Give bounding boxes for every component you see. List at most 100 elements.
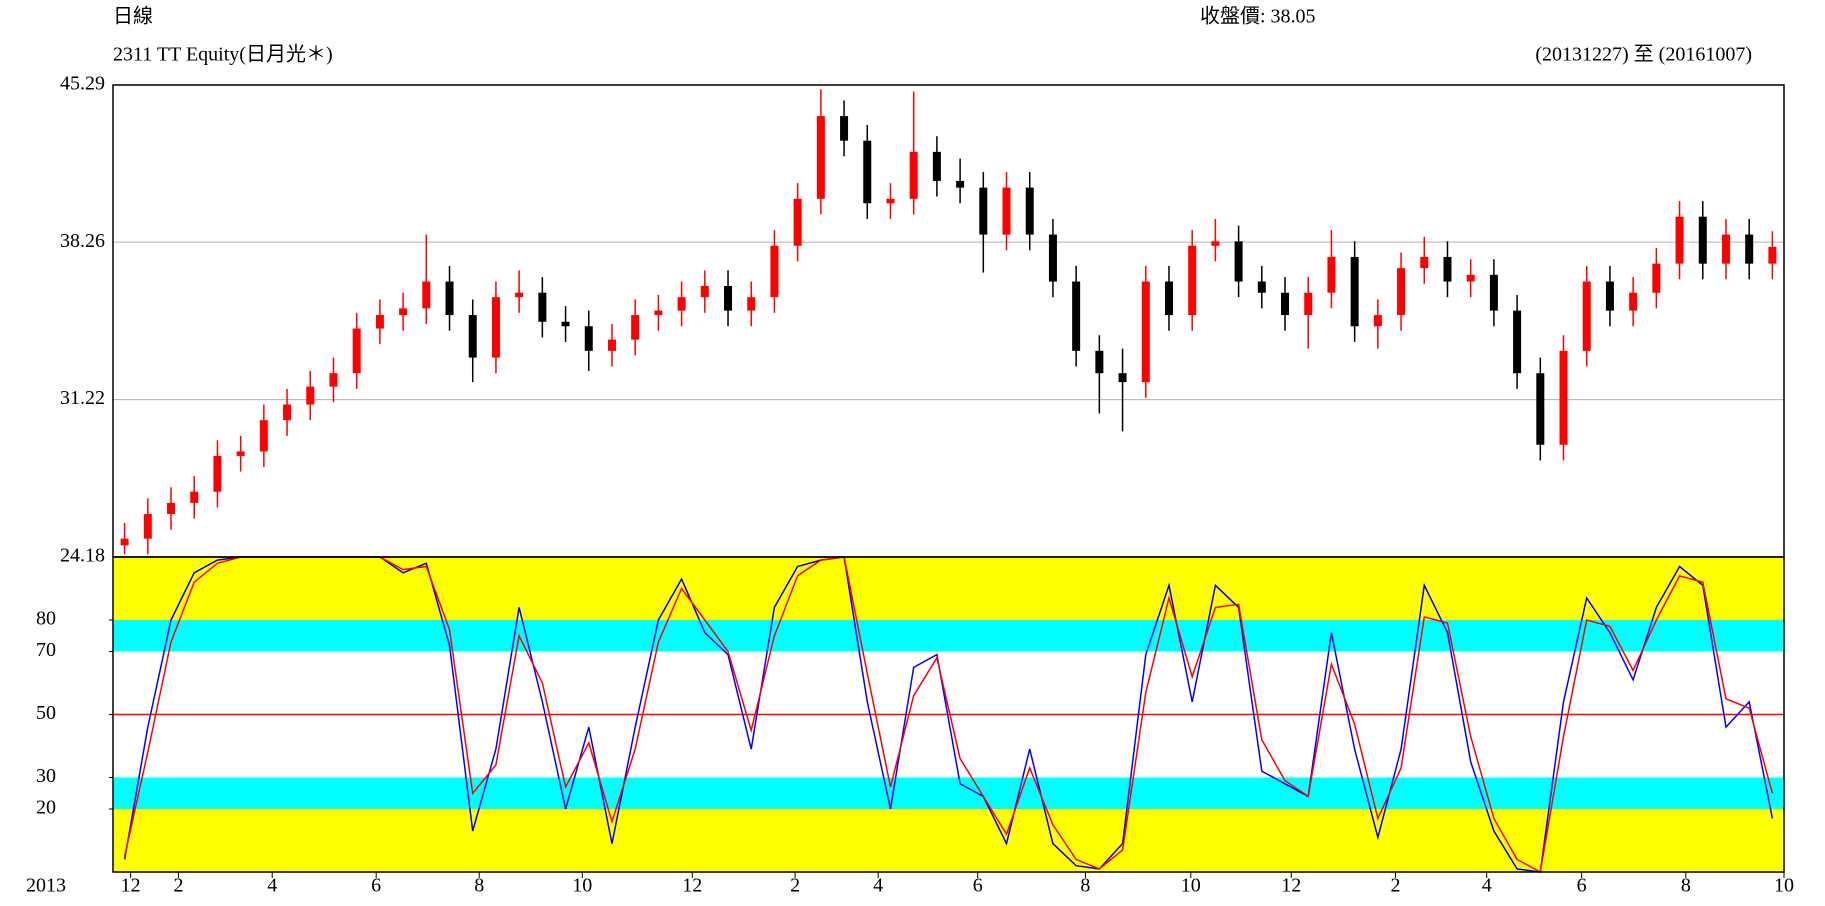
candle-body — [1072, 281, 1081, 351]
candle-body — [840, 116, 849, 141]
y-tick-label: 70 — [36, 639, 56, 661]
candle-body — [1605, 281, 1614, 311]
kd-line — [123, 556, 1774, 873]
candle-body — [491, 297, 500, 358]
candle-body — [259, 420, 268, 452]
candle-body — [816, 116, 825, 199]
chart-title: 2311 TT Equity(日月光＊) — [113, 43, 333, 66]
close-price: 收盤價: 38.05 — [1200, 5, 1316, 28]
candle-body — [329, 373, 338, 387]
candle-body — [654, 310, 663, 316]
kd-line — [123, 556, 1774, 874]
x-tick-label: 12 — [121, 875, 141, 897]
candle-body — [631, 315, 640, 340]
candle-body — [120, 538, 129, 546]
candle-body — [886, 198, 895, 204]
candle-body — [979, 187, 988, 235]
candle-body — [1350, 256, 1359, 327]
x-tick-label: 2 — [173, 875, 183, 897]
candle-body — [607, 339, 616, 351]
candle-body — [445, 281, 454, 316]
candle-body — [1002, 187, 1011, 235]
x-tick-label: 10 — [1774, 875, 1794, 897]
candle-body — [1443, 256, 1452, 282]
price-panel: 24.18 31.22 38.26 45.29 — [60, 73, 1785, 567]
x-tick-label: 6 — [1577, 875, 1587, 897]
x-tick-label: 4 — [1482, 875, 1492, 897]
y-tick-label: 31.22 — [60, 387, 105, 409]
x-tick-label: 8 — [1080, 875, 1090, 897]
candle-body — [1513, 310, 1522, 374]
candle-body — [1257, 281, 1266, 293]
candle-body — [1652, 263, 1661, 293]
candle-body — [283, 404, 292, 421]
y-tick-label: 30 — [36, 765, 56, 787]
candle-body — [1466, 274, 1475, 282]
x-axis-year: 2013 — [26, 875, 66, 897]
y-tick-label: 80 — [36, 608, 56, 630]
candle-body — [422, 281, 431, 309]
candle-body — [236, 451, 245, 456]
y-tick-label: 38.26 — [60, 230, 105, 252]
candle-body — [1327, 256, 1336, 293]
x-tick-label: 2 — [790, 875, 800, 897]
candle-body — [1118, 373, 1127, 383]
candle-body — [538, 292, 547, 322]
candle-body — [1582, 281, 1591, 351]
lower-band — [113, 777, 1784, 809]
candle-body — [1698, 216, 1707, 264]
kd-panel: 20 30 50 70 80 12 2 4 6 8 10 12 2 4 6 8 10 12 2 4 6 8 10 — [36, 556, 1794, 897]
x-tick-label: 12 — [682, 875, 702, 897]
candle-body — [1489, 274, 1498, 311]
candle-body — [375, 315, 384, 329]
x-tick-label: 8 — [1681, 875, 1691, 897]
candle-body — [1768, 246, 1777, 264]
candle-body — [1304, 292, 1313, 316]
candle-body — [1675, 216, 1684, 264]
candle-body — [468, 315, 477, 358]
candle-body — [1211, 241, 1220, 246]
candle-body — [747, 297, 756, 311]
candle-body — [793, 198, 802, 246]
candle-body — [770, 245, 779, 298]
x-tick-label: 8 — [474, 875, 484, 897]
candle-body — [1536, 373, 1545, 445]
candle-body — [213, 455, 222, 492]
candle-body — [515, 292, 524, 298]
candle-body — [1164, 281, 1173, 316]
candle-body — [1141, 281, 1150, 383]
candle-body — [167, 502, 176, 515]
candle-body — [1721, 234, 1730, 264]
y-tick-label: 45.29 — [60, 73, 105, 95]
x-tick-label: 6 — [371, 875, 381, 897]
x-tick-label: 10 — [572, 875, 592, 897]
candle-body — [306, 386, 315, 405]
candle-body — [399, 308, 408, 316]
candle-body — [1234, 241, 1243, 282]
upper-band — [113, 620, 1784, 652]
x-tick-label: 10 — [1181, 875, 1201, 897]
x-tick-label: 4 — [267, 875, 277, 897]
candle-body — [1048, 234, 1057, 282]
candle-body — [909, 151, 918, 199]
candle-body — [584, 326, 593, 351]
candle-body — [1025, 187, 1034, 235]
candle-body — [1420, 256, 1429, 269]
x-tick-label: 2 — [1390, 875, 1400, 897]
candle-body — [724, 286, 733, 311]
candle-body — [1745, 234, 1754, 264]
y-tick-label: 24.18 — [60, 545, 105, 567]
candle-body — [1281, 292, 1290, 316]
x-tick-label: 4 — [873, 875, 883, 897]
candle-body — [700, 286, 709, 298]
candle-body — [1188, 245, 1197, 316]
candle-body — [561, 321, 570, 327]
candle-body — [1373, 315, 1382, 327]
candle-body — [677, 297, 686, 311]
candle-body — [1095, 350, 1104, 374]
x-tick-label: 6 — [973, 875, 983, 897]
y-tick-label: 20 — [36, 797, 56, 819]
candle-body — [1397, 268, 1406, 316]
x-tick-label: 12 — [1281, 875, 1301, 897]
